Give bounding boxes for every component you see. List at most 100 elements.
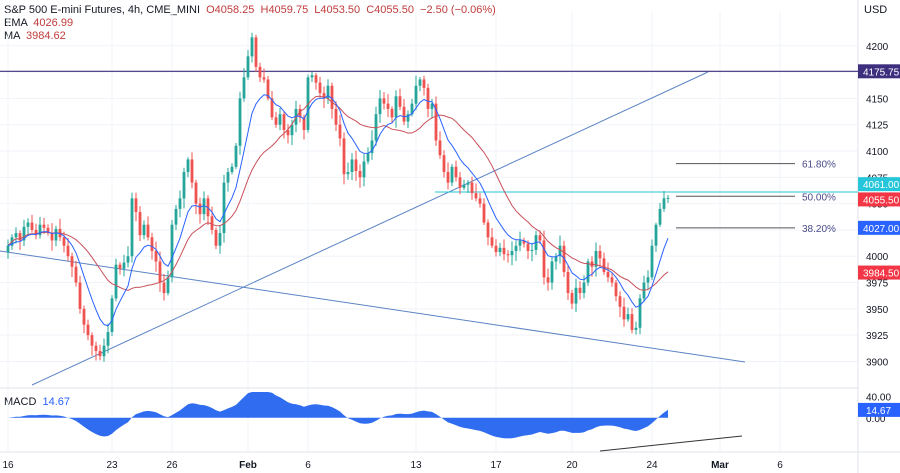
candle-body <box>442 155 446 173</box>
candle-body <box>498 247 502 253</box>
price-badge <box>858 64 900 79</box>
candle-body <box>650 245 654 278</box>
candle-body <box>638 298 642 328</box>
price-tick-label: 3925 <box>866 331 889 342</box>
price-badge-label: 4055.50 <box>863 195 900 206</box>
ohlc-low: L4053.50 <box>314 4 361 16</box>
price-tick-label: 4000 <box>866 252 889 263</box>
candle-body <box>458 177 462 188</box>
macd-divergence-line <box>599 435 743 452</box>
candle-body <box>466 182 470 185</box>
candle-body <box>98 350 102 357</box>
candle-body <box>182 172 186 199</box>
symbol-title: S&P 500 E-mini Futures, 4h, CME_MINI <box>4 4 201 16</box>
candle-body <box>118 264 122 269</box>
candle-body <box>542 240 546 278</box>
macd-badge <box>858 402 900 417</box>
candle-body <box>66 245 70 257</box>
candle-body <box>526 243 530 251</box>
candle-body <box>646 277 650 283</box>
ohlc-change: −2.50 (−0.06%) <box>420 4 496 16</box>
candle-body <box>26 222 30 227</box>
candle-body <box>186 159 190 173</box>
candle-body <box>550 261 554 283</box>
price-tick-label: 4100 <box>866 147 889 158</box>
candle-body <box>14 233 18 238</box>
candle-body <box>422 79 426 88</box>
fib-level-label: 61.80% <box>802 160 836 171</box>
candle-body <box>122 262 126 269</box>
ema-legend: EMA 4026.99 <box>4 17 73 29</box>
candle-body <box>114 264 118 299</box>
price-tick-label: 3975 <box>866 279 889 290</box>
candle-body <box>366 153 370 162</box>
candle-body <box>634 327 638 330</box>
candle-body <box>242 77 246 99</box>
candle-body <box>510 250 514 256</box>
candle-body <box>522 240 526 244</box>
candle-body <box>606 272 610 278</box>
macd-tick-label: 40.00 <box>866 392 891 403</box>
candle-body <box>434 103 438 141</box>
candle-body <box>482 203 486 223</box>
candle-body <box>154 250 158 262</box>
time-axis: 16 23 26 Feb 6 13 17 20 24 Mar 6 <box>2 460 783 471</box>
candle-body <box>6 245 10 253</box>
candle-body <box>390 108 394 118</box>
candle-body <box>138 212 142 236</box>
ema-line <box>7 94 669 327</box>
candle-body <box>274 117 278 125</box>
candle-body <box>594 250 598 267</box>
candle-body <box>418 79 422 86</box>
price-badge <box>858 177 900 192</box>
ma-value: 3984.62 <box>25 30 66 42</box>
candle-body <box>162 282 166 294</box>
time-tick-label: Feb <box>239 460 257 471</box>
candle-body <box>214 229 218 246</box>
candle-body <box>106 332 110 346</box>
candle-body <box>22 226 26 241</box>
price-badge-label: 4027.00 <box>863 224 900 235</box>
candle-body <box>326 85 330 99</box>
ascending-trendline <box>31 71 709 386</box>
candle-body <box>530 249 534 251</box>
candle-body <box>622 306 626 320</box>
candle-body <box>150 237 154 251</box>
candle-body <box>598 250 602 259</box>
candle-body <box>210 216 214 230</box>
candle-body <box>290 124 294 136</box>
time-tick-label: 13 <box>410 460 422 471</box>
candle-body <box>398 96 402 107</box>
candle-body <box>330 85 334 109</box>
candle-body <box>230 166 234 173</box>
candle-body <box>38 224 42 236</box>
candle-body <box>546 277 550 283</box>
candle-body <box>474 193 478 199</box>
candle-body <box>662 198 666 209</box>
candle-body <box>74 266 78 283</box>
candle-body <box>198 203 202 215</box>
candle-body <box>586 261 590 283</box>
candle-body <box>602 258 606 273</box>
candle-body <box>514 245 518 251</box>
macd-area <box>8 392 668 439</box>
macd-legend: MACD 14.67 <box>4 396 70 408</box>
ohlc-close: C4055.50 <box>366 4 414 16</box>
ema-value: 4026.99 <box>33 17 74 29</box>
candle-body <box>178 198 182 209</box>
candle-body <box>378 98 382 115</box>
candle-body <box>298 108 302 118</box>
candle-body <box>494 245 498 253</box>
candle-body <box>62 237 66 246</box>
candle-body <box>174 208 178 225</box>
candle-body <box>86 324 90 336</box>
candle-body <box>266 79 270 99</box>
candle-body <box>258 66 262 78</box>
candle-body <box>362 161 366 178</box>
time-tick-label: 6 <box>305 460 311 471</box>
time-tick-label: 26 <box>166 460 178 471</box>
ohlc-open: O4058.25 <box>206 4 255 16</box>
candle-body <box>490 237 494 246</box>
candle-body <box>666 197 670 199</box>
